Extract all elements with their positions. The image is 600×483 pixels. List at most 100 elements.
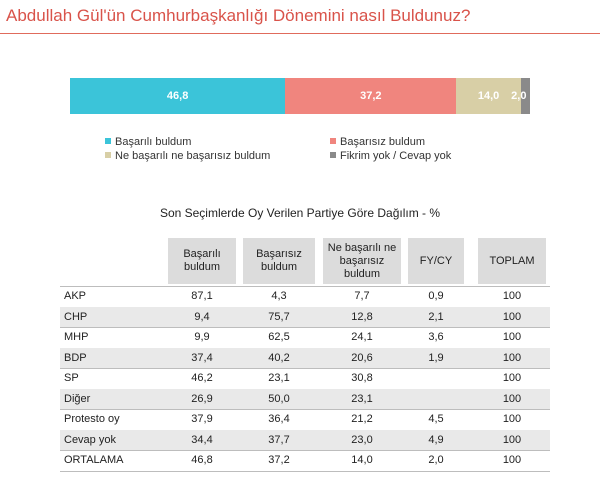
bar-label-basarili: 46,8	[166, 90, 189, 102]
table-row: Protesto oy 37,9 36,4 21,2 4,5 100	[60, 409, 550, 429]
table-cell: 1,9	[428, 351, 444, 364]
table-row: CHP 9,4 75,7 12,8 2,1 100	[60, 306, 550, 327]
row-divider	[60, 286, 550, 287]
table-cell: 4,3	[271, 290, 287, 302]
bar-segment-fikrim	[520, 78, 530, 114]
bar-label-fikrim: 2,0	[511, 90, 527, 102]
row-divider	[60, 409, 550, 410]
legend-swatch-ne	[105, 152, 111, 159]
row-label: MHP	[64, 331, 89, 343]
table-cell: 20,6	[351, 351, 373, 364]
legend-label-fikrim: Fikrim yok / Cevap yok	[340, 150, 452, 162]
table-row: BDP 37,4 40,2 20,6 1,9 100	[60, 347, 550, 368]
table-cell	[408, 389, 464, 409]
table-cell: 0,9	[428, 290, 444, 302]
table-row: AKP 87,1 4,3 7,7 0,9 100	[60, 286, 550, 306]
row-divider	[60, 327, 550, 328]
legend-item-ne: Ne başarılı ne başarısız buldum	[105, 150, 270, 162]
table-cell: 12,8	[351, 310, 373, 323]
table-cell: 100	[502, 433, 522, 446]
table-cell	[408, 368, 464, 388]
table-cell: 23,0	[351, 433, 373, 446]
table-cell: 30,8	[351, 372, 373, 384]
table-title: Son Seçimlerde Oy Verilen Partiye Göre D…	[159, 206, 441, 220]
row-label: Protesto oy	[64, 413, 120, 425]
table-row: ORTALAMA 46,8 37,2 14,0 2,0 100	[60, 450, 550, 470]
chart-title: Abdullah Gül'ün Cumhurbaşkanlığı Dönemin…	[6, 6, 471, 25]
table-row: Diğer 26,9 50,0 23,1 100	[60, 388, 550, 409]
legend-label-basarisiz: Başarısız buldum	[340, 136, 425, 148]
table-cell: 2,0	[428, 454, 444, 466]
table-cell: 4,5	[428, 413, 444, 425]
bar-label-ne: 14,0	[477, 90, 500, 102]
table-cell: 100	[502, 392, 522, 405]
legend-item-fikrim: Fikrim yok / Cevap yok	[330, 150, 451, 162]
legend-swatch-basarili	[105, 138, 111, 145]
table-row: SP 46,2 23,1 30,8 100	[60, 368, 550, 388]
row-label: AKP	[64, 290, 87, 302]
legend-item-basarisiz: Başarısız buldum	[330, 136, 425, 148]
table-cell: 4,9	[428, 433, 444, 446]
table-cell: 37,9	[191, 413, 213, 425]
table-header-3: FY/CY	[408, 238, 464, 284]
row-label: ORTALAMA	[64, 454, 124, 466]
legend-swatch-fikrim	[330, 152, 336, 159]
table-cell: 100	[502, 310, 522, 323]
table-header-2: Ne başarılı ne başarısız buldum	[323, 238, 401, 284]
row-label: SP	[64, 372, 79, 384]
bar-segment-ne	[456, 78, 521, 114]
table-cell: 37,7	[268, 433, 290, 446]
table-cell: 100	[502, 351, 522, 364]
row-label: Cevap yok	[64, 433, 116, 446]
table-header-4: TOPLAM	[478, 238, 546, 284]
table-cell: 23,1	[351, 392, 373, 405]
table-cell: 37,2	[268, 454, 290, 466]
table-cell: 100	[502, 372, 522, 384]
table-cell: 46,2	[191, 372, 213, 384]
table-cell: 26,9	[191, 392, 213, 405]
table-cell: 24,1	[351, 331, 373, 343]
table-cell: 100	[502, 454, 522, 466]
table-cell: 7,7	[354, 290, 370, 302]
legend: Başarılı buldum Başarısız buldum Ne başa…	[105, 136, 485, 166]
row-divider	[60, 470, 550, 472]
row-label: CHP	[64, 310, 88, 323]
stacked-bar: 46,8 37,2 14,0 2,0	[70, 78, 530, 114]
table-cell: 40,2	[268, 351, 290, 364]
legend-label-ne: Ne başarılı ne başarısız buldum	[115, 150, 271, 162]
table-cell: 36,4	[268, 413, 290, 425]
table-cell: 87,1	[191, 290, 213, 302]
legend-label-basarili: Başarılı buldum	[115, 136, 192, 148]
legend-item-basarili: Başarılı buldum	[105, 136, 191, 148]
table-cell: 62,5	[268, 331, 290, 343]
table-header-1: Başarısız buldum	[243, 238, 315, 284]
table-cell: 9,9	[194, 331, 210, 343]
table-row: Cevap yok 34,4 37,7 23,0 4,9 100	[60, 429, 550, 450]
bar-segment-basarili	[70, 78, 286, 114]
row-label: Diğer	[64, 392, 91, 405]
legend-swatch-basarisiz	[330, 138, 336, 145]
table-header-0: Başarılı buldum	[168, 238, 236, 284]
table-cell: 9,4	[194, 310, 210, 323]
row-label: BDP	[64, 351, 87, 364]
table-cell: 21,2	[351, 413, 373, 425]
bar-label-basarisiz: 37,2	[360, 90, 382, 102]
table-cell: 34,4	[191, 433, 213, 446]
table-cell: 50,0	[268, 392, 290, 405]
table-row: MHP 9,9 62,5 24,1 3,6 100	[60, 327, 550, 347]
row-divider	[60, 368, 550, 369]
table-cell: 2,1	[428, 310, 444, 323]
table-cell: 100	[502, 290, 522, 302]
table-cell: 75,7	[268, 310, 290, 323]
row-divider	[60, 450, 550, 451]
table-cell: 100	[502, 413, 522, 425]
title-divider	[0, 33, 600, 34]
table-cell: 23,1	[268, 372, 290, 384]
distribution-table: Başarılı buldum Başarısız buldum Ne başarı…	[60, 238, 550, 472]
table-cell: 46,8	[191, 454, 213, 466]
bar-segment-basarisiz	[285, 78, 457, 114]
table-cell: 100	[502, 331, 522, 343]
table-cell: 37,4	[191, 351, 213, 364]
table-cell: 3,6	[428, 331, 444, 343]
table-cell: 14,0	[351, 454, 373, 466]
